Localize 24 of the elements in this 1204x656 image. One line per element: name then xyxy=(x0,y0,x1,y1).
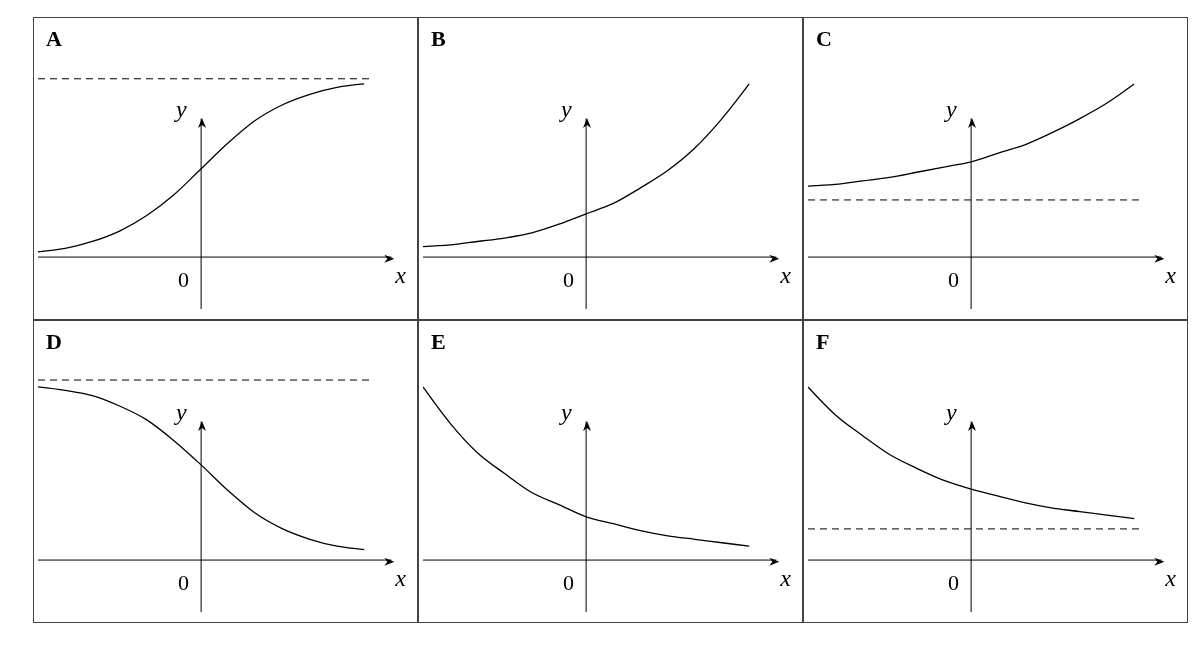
text: 0 xyxy=(178,266,189,292)
chart-title: C xyxy=(816,26,832,52)
text: 0 xyxy=(948,569,959,595)
chart-title: A xyxy=(46,26,62,52)
y-axis-title: y xyxy=(946,96,957,123)
x-axis-title: x xyxy=(780,564,791,591)
text: 0 xyxy=(563,266,574,292)
chart-title: B xyxy=(431,26,446,52)
x-axis-title: x xyxy=(1165,261,1176,288)
text: 0 xyxy=(948,266,959,292)
chart-title: F xyxy=(816,329,830,355)
chart-title: D xyxy=(46,329,62,355)
y-axis-title: y xyxy=(561,399,572,426)
x-axis-title: x xyxy=(395,261,406,288)
chart-title: E xyxy=(431,329,446,355)
text: 0 xyxy=(563,569,574,595)
text: 0 xyxy=(178,569,189,595)
x-axis-title: x xyxy=(1165,564,1176,591)
y-axis-title: y xyxy=(176,96,187,123)
y-axis-title: y xyxy=(946,399,957,426)
x-axis-title: x xyxy=(780,261,791,288)
y-axis-title: y xyxy=(561,96,572,123)
y-axis-title: y xyxy=(176,399,187,426)
x-axis-title: x xyxy=(395,564,406,591)
